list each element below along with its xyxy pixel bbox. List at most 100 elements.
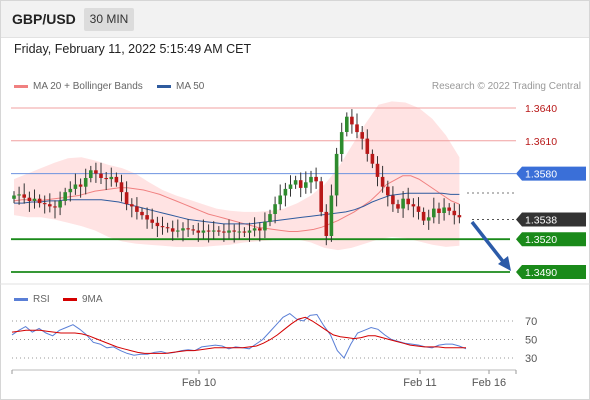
candle-body-7 (48, 204, 52, 207)
candle-body-1 (17, 194, 21, 196)
candle-body-81 (426, 217, 431, 221)
legend-ma50: MA 50 (157, 81, 204, 92)
candle-body-83 (437, 208, 441, 213)
candle-body-9 (58, 200, 62, 208)
candle-body-73 (386, 186, 390, 196)
candle-body-44 (237, 231, 242, 233)
legend-swatch-ma20 (14, 84, 28, 88)
legend-9ma: 9MA (63, 294, 103, 305)
candle-body-10 (63, 192, 67, 201)
legend-swatch-ma50 (157, 84, 171, 88)
candle-body-80 (421, 211, 426, 221)
candle-body-72 (380, 176, 385, 187)
candle-body-64 (339, 132, 344, 154)
candle-body-66 (350, 116, 354, 125)
candle-body-32 (176, 230, 180, 232)
candle-body-36 (196, 230, 201, 233)
candle-body-30 (165, 227, 170, 229)
candle-body-3 (27, 197, 32, 201)
price-tag-1.3520 (516, 232, 586, 247)
rsi-tick-70: 70 (525, 316, 537, 328)
candle-body-51 (273, 204, 277, 214)
candle-body-47 (252, 228, 257, 231)
candle-body-17 (99, 173, 103, 178)
candle-body-56 (298, 180, 303, 188)
candle-body-42 (227, 230, 231, 233)
price-label-1.3538: 1.3538 (525, 215, 557, 227)
candle-body-74 (391, 195, 395, 205)
legend-label-ma20: MA 20 + Bollinger Bands (33, 81, 143, 92)
candle-body-31 (170, 228, 175, 232)
x-tick-Feb 16: Feb 16 (472, 377, 506, 389)
candle-body-82 (432, 208, 436, 218)
candle-body-11 (68, 188, 73, 193)
candle-body-60 (319, 181, 323, 212)
x-tick-Feb 11: Feb 11 (403, 377, 436, 389)
legend-label-rsi: RSI (33, 294, 50, 305)
price-label-1.3490: 1.3490 (525, 267, 557, 279)
candle-body-0 (12, 195, 16, 199)
candle-body-65 (345, 116, 349, 132)
candle-body-58 (309, 176, 313, 183)
candle-body-77 (406, 198, 410, 205)
candle-body-68 (360, 132, 364, 139)
candle-body-78 (411, 204, 416, 207)
candle-body-24 (135, 206, 139, 212)
candle-body-14 (83, 178, 88, 187)
candle-body-45 (242, 231, 247, 233)
price-label-1.3610: 1.3610 (525, 136, 557, 148)
ma20-line (13, 175, 460, 232)
candle-body-12 (73, 184, 78, 189)
candle-body-41 (222, 231, 226, 233)
credit-text: Research © 2022 Trading Central (431, 81, 581, 92)
candle-body-16 (94, 170, 98, 174)
header-bar: GBP/USD 30 MIN (1, 1, 589, 38)
legend-rsi: RSI (14, 294, 50, 305)
price-label-1.3640: 1.3640 (525, 103, 557, 115)
candle-body-13 (78, 184, 83, 187)
forecast-arrow-head (498, 256, 511, 271)
legend-swatch-9ma (63, 297, 77, 301)
candle-body-50 (268, 214, 272, 222)
candle-body-21 (119, 182, 124, 193)
candle-body-25 (140, 211, 144, 216)
candle-body-67 (355, 124, 359, 133)
candle-body-85 (447, 207, 451, 211)
timestamp: Friday, February 11, 2022 5:15:49 AM CET (14, 42, 252, 56)
candle-body-49 (263, 221, 267, 231)
candle-body-37 (201, 230, 206, 233)
candle-body-23 (130, 204, 134, 207)
legend-label-9ma: 9MA (82, 294, 103, 305)
candle-body-48 (258, 228, 262, 231)
candle-body-62 (329, 195, 334, 236)
candle-body-76 (401, 198, 405, 209)
x-tick-Feb 10: Feb 10 (182, 377, 216, 389)
candle-body-28 (155, 222, 160, 227)
candle-body-4 (32, 198, 37, 201)
price-tag-1.3538 (516, 212, 586, 227)
candle-body-33 (181, 228, 185, 231)
candle-body-71 (375, 163, 380, 177)
candle-body-6 (42, 203, 47, 205)
candle-body-34 (186, 228, 190, 230)
candle-body-84 (442, 207, 446, 213)
candle-body-86 (452, 210, 457, 216)
rsi-line (11, 313, 467, 359)
rsi-tick-30: 30 (525, 353, 537, 365)
candle-body-29 (160, 226, 165, 228)
candle-body-43 (232, 230, 236, 232)
candle-body-19 (109, 176, 114, 180)
candle-body-38 (206, 230, 211, 232)
candle-body-87 (457, 215, 462, 218)
candle-body-22 (124, 192, 129, 205)
candle-body-53 (283, 188, 288, 196)
legend-swatch-rsi (14, 297, 28, 301)
candle-body-75 (396, 204, 400, 209)
price-tag-1.3490 (516, 265, 586, 279)
timeframe-button[interactable]: 30 MIN (84, 8, 134, 31)
candle-body-59 (314, 176, 318, 182)
candle-body-15 (89, 170, 93, 178)
candle-body-5 (37, 198, 42, 204)
candle-body-63 (334, 153, 339, 196)
